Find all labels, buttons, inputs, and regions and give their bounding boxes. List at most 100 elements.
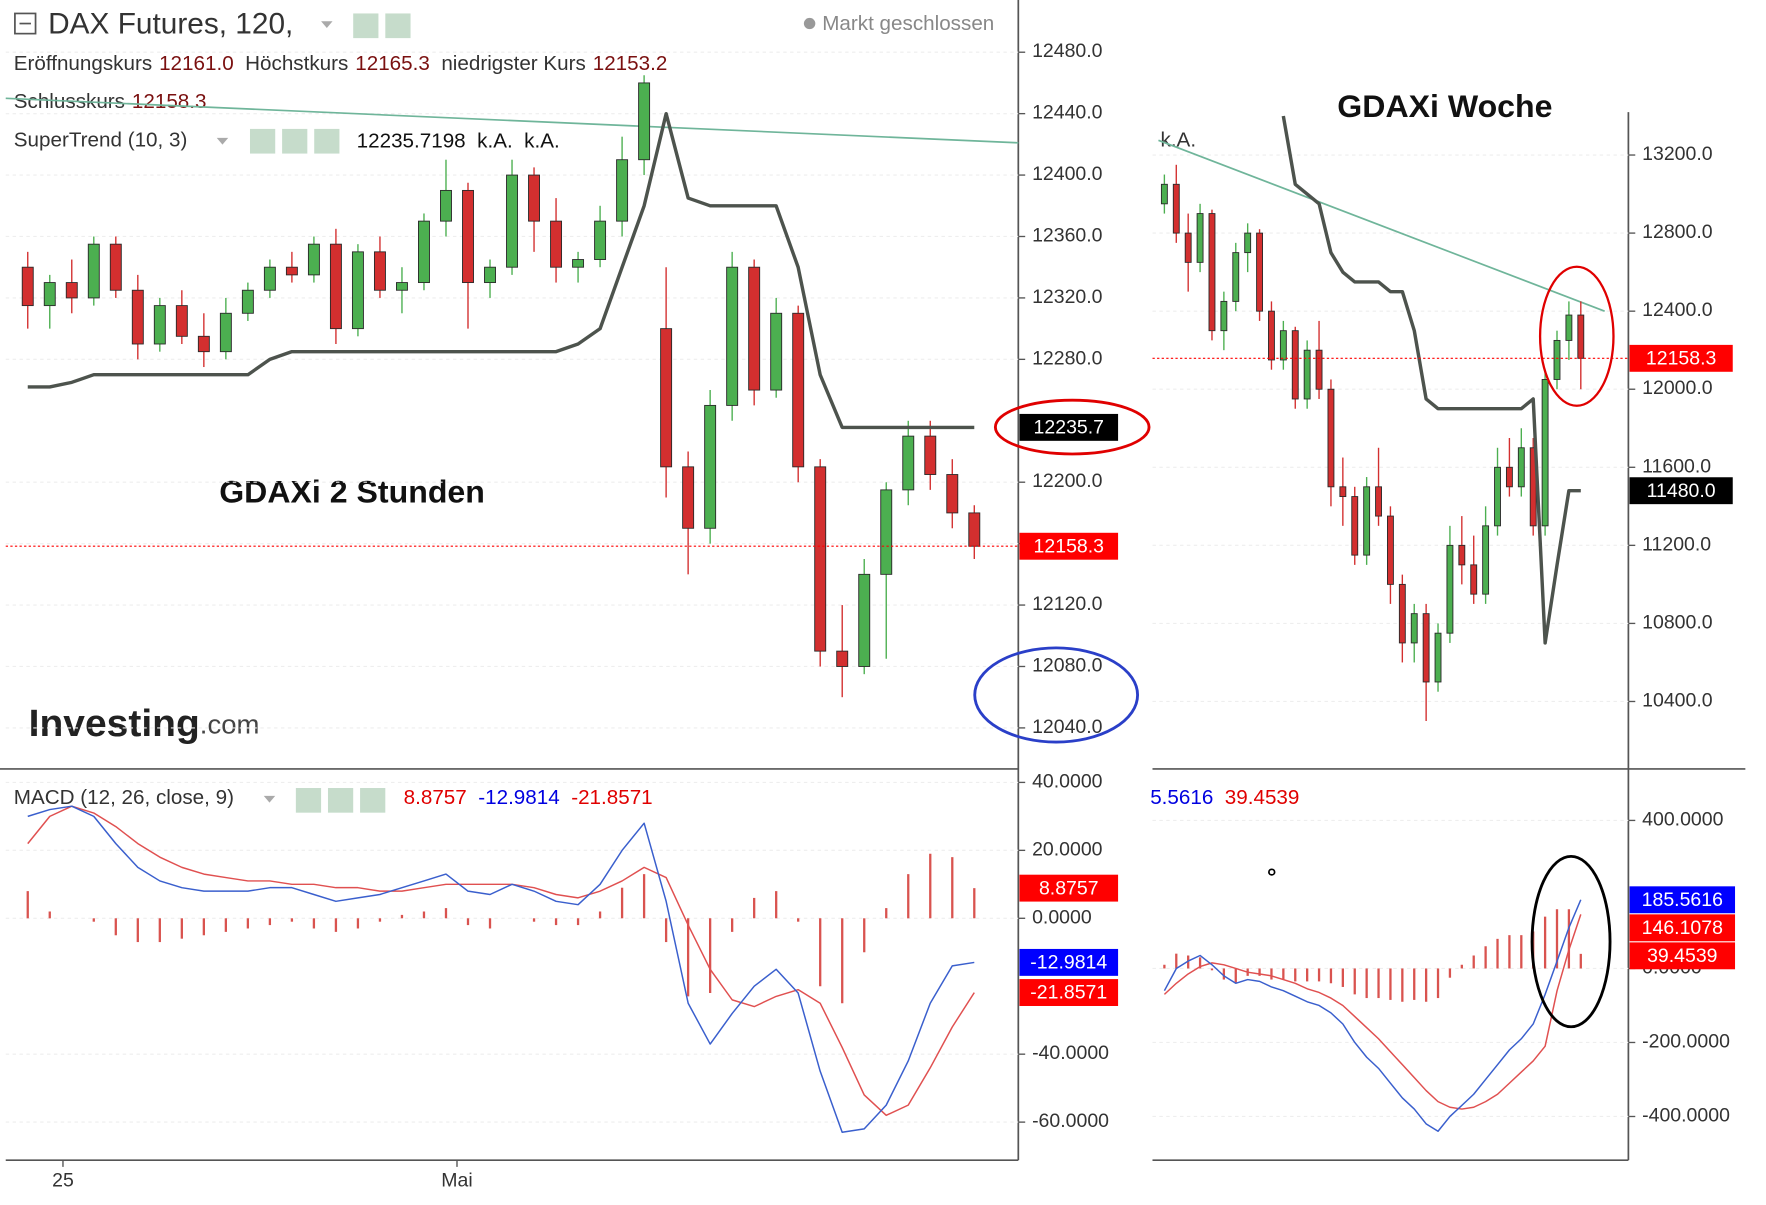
macd-line <box>1163 899 1582 1132</box>
candle-body <box>1172 183 1180 234</box>
candle-body <box>1458 544 1466 566</box>
candle-body <box>1315 349 1323 390</box>
collapse-icon[interactable] <box>14 12 37 35</box>
legend-value: -21.8571 <box>571 788 652 810</box>
price-badge-label: 185.5616 <box>1642 890 1723 911</box>
candle-body <box>1363 486 1371 556</box>
y-tick-label: 13200.0 <box>1642 144 1712 165</box>
eye-icon[interactable] <box>353 13 379 39</box>
y-tick-label: 10400.0 <box>1642 691 1712 712</box>
price-badge-label: 39.4539 <box>1647 946 1717 967</box>
supertrend-line <box>1281 115 1581 645</box>
eye-icon[interactable] <box>249 128 276 154</box>
y-tick-label: 11600.0 <box>1642 457 1711 478</box>
candle-body <box>550 220 563 268</box>
status-dot <box>803 17 816 30</box>
y-tick-label: 0.0000 <box>1032 908 1092 929</box>
candle-body <box>726 266 739 406</box>
candle-body <box>1351 496 1359 556</box>
candle-body <box>748 266 761 391</box>
candle-body <box>285 266 298 276</box>
candle-body <box>1279 330 1287 361</box>
candle-body <box>924 435 937 475</box>
dropdown[interactable] <box>263 795 276 803</box>
candle-body <box>836 650 849 667</box>
candle-body <box>572 259 585 268</box>
candle-body <box>638 82 651 161</box>
gear-icon[interactable] <box>385 13 411 39</box>
y-tick-label: 12800.0 <box>1642 222 1712 243</box>
candle-body <box>241 289 254 314</box>
candle-body <box>660 328 673 468</box>
chart-title: GDAXi 2 Stunden <box>219 474 485 510</box>
candle-body <box>65 282 78 299</box>
candle-body <box>946 474 959 514</box>
candle-body <box>1470 564 1478 595</box>
candle-body <box>1268 310 1275 361</box>
candle-body <box>1303 349 1311 400</box>
status: Markt geschlossen <box>822 13 994 35</box>
candle-body <box>1196 213 1204 263</box>
legend-value: 12161.0 <box>159 54 234 76</box>
y-tick-label: -60.0000 <box>1032 1111 1109 1132</box>
supertrend-values: 12235.7198 k.A. k.A. <box>357 131 560 153</box>
candle-body <box>21 266 34 307</box>
candle-body <box>396 282 408 291</box>
candle-body <box>131 289 144 345</box>
supertrend-line <box>27 111 975 430</box>
dropdown[interactable] <box>216 137 229 145</box>
legend-name: Höchstkurs <box>245 54 348 76</box>
candle-body <box>902 435 915 491</box>
dropdown[interactable] <box>321 21 333 29</box>
trend-line <box>5 97 1019 144</box>
watermark-brand: Investing <box>29 703 200 746</box>
candle-body <box>1160 183 1168 205</box>
price-badge <box>1019 979 1119 1006</box>
close-icon[interactable] <box>314 128 340 154</box>
y-tick-label: -200.0000 <box>1642 1032 1730 1053</box>
candle-body <box>1446 544 1454 634</box>
y-tick-label: 12200.0 <box>1032 471 1102 492</box>
close-icon[interactable] <box>360 788 386 813</box>
candle-body <box>1505 466 1513 488</box>
candle-body <box>1387 515 1394 585</box>
eye-icon[interactable] <box>295 788 322 813</box>
frame <box>0 0 1746 1162</box>
candle-body <box>1434 632 1442 683</box>
highlight-ellipse <box>1530 854 1612 1029</box>
close-legend: Schlusskurs 12158.3 <box>14 92 207 114</box>
legend-value: 12165.3 <box>355 54 430 76</box>
supertrend-legend: SuperTrend (10, 3) <box>14 130 188 152</box>
candle-body <box>263 266 276 291</box>
legend-value: -12.9814 <box>478 788 559 810</box>
y-tick-label: -40.0000 <box>1032 1043 1109 1064</box>
legend-value: 8.8757 <box>404 788 467 810</box>
candle-body <box>1244 232 1252 254</box>
candle-body <box>1339 486 1347 498</box>
price-badge-label: 146.1078 <box>1642 918 1723 939</box>
candle-body <box>87 243 100 299</box>
candle-body <box>484 266 496 284</box>
highlight-ellipse <box>973 646 1140 744</box>
price-badge <box>1019 948 1119 976</box>
legend-value: 5.5616 <box>1150 788 1213 810</box>
price-badge-label: -21.8571 <box>1030 983 1107 1004</box>
watermark-suffix: .com <box>200 709 260 740</box>
y-tick-label: 12360.0 <box>1032 226 1102 247</box>
candle-body <box>1398 583 1406 644</box>
price-badge <box>1629 344 1733 372</box>
candle-body <box>968 512 981 547</box>
candle-body <box>1291 330 1299 400</box>
price-badge <box>1019 874 1119 902</box>
y-tick-label: 12480.0 <box>1032 41 1102 62</box>
legend-value: k.A. <box>524 131 560 153</box>
gear-icon[interactable] <box>282 128 308 154</box>
price-badge-label: 11480.0 <box>1647 481 1716 502</box>
y-tick-label: -400.0000 <box>1642 1106 1730 1127</box>
highlight-ellipse <box>993 398 1151 456</box>
candle-body <box>1422 613 1430 683</box>
candle-body <box>1410 613 1418 644</box>
candle-body <box>1494 466 1501 527</box>
gear-icon[interactable] <box>327 788 354 813</box>
